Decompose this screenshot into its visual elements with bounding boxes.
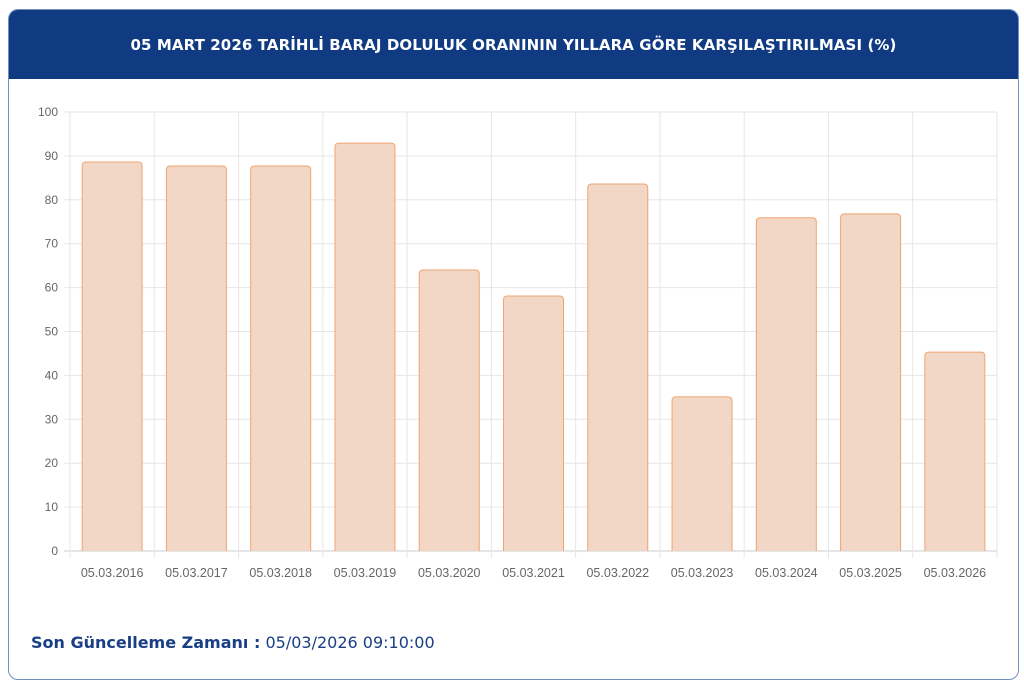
x-tick-label: 05.03.2021 — [502, 566, 565, 580]
y-tick-label: 0 — [51, 544, 58, 558]
bar — [250, 165, 312, 551]
x-tick-label: 05.03.2022 — [586, 566, 649, 580]
bar — [924, 351, 986, 551]
x-tick-label: 05.03.2016 — [81, 566, 144, 580]
bar — [587, 183, 649, 551]
bar — [671, 396, 733, 551]
y-tick-label: 50 — [45, 325, 59, 339]
x-tick-label: 05.03.2026 — [924, 566, 987, 580]
y-tick-label: 90 — [45, 149, 59, 163]
y-tick-label: 70 — [45, 237, 59, 251]
bar — [840, 213, 902, 551]
bar — [418, 269, 480, 551]
y-tick-label: 80 — [45, 193, 59, 207]
y-tick-label: 60 — [45, 281, 59, 295]
bar — [81, 161, 143, 551]
bar — [503, 295, 564, 551]
y-tick-label: 20 — [45, 456, 59, 470]
bar — [755, 217, 817, 551]
last-updated-value: 05/03/2026 09:10:00 — [265, 633, 435, 652]
y-tick-label: 10 — [45, 500, 59, 514]
x-tick-label: 05.03.2018 — [249, 566, 312, 580]
x-tick-label: 05.03.2024 — [755, 566, 818, 580]
y-tick-label: 40 — [45, 368, 59, 382]
x-tick-label: 05.03.2025 — [839, 566, 902, 580]
bar — [165, 165, 227, 551]
chart-title: 05 MART 2026 TARİHLİ BARAJ DOLULUK ORANI… — [9, 10, 1018, 79]
y-tick-label: 100 — [38, 105, 58, 119]
x-tick-label: 05.03.2020 — [418, 566, 481, 580]
last-updated: Son Güncelleme Zamanı : 05/03/2026 09:10… — [31, 633, 435, 652]
x-tick-label: 05.03.2017 — [165, 566, 228, 580]
x-tick-label: 05.03.2019 — [334, 566, 397, 580]
x-tick-label: 05.03.2023 — [671, 566, 734, 580]
bar — [334, 142, 396, 551]
y-tick-label: 30 — [45, 412, 59, 426]
last-updated-label: Son Güncelleme Zamanı : — [31, 633, 261, 652]
